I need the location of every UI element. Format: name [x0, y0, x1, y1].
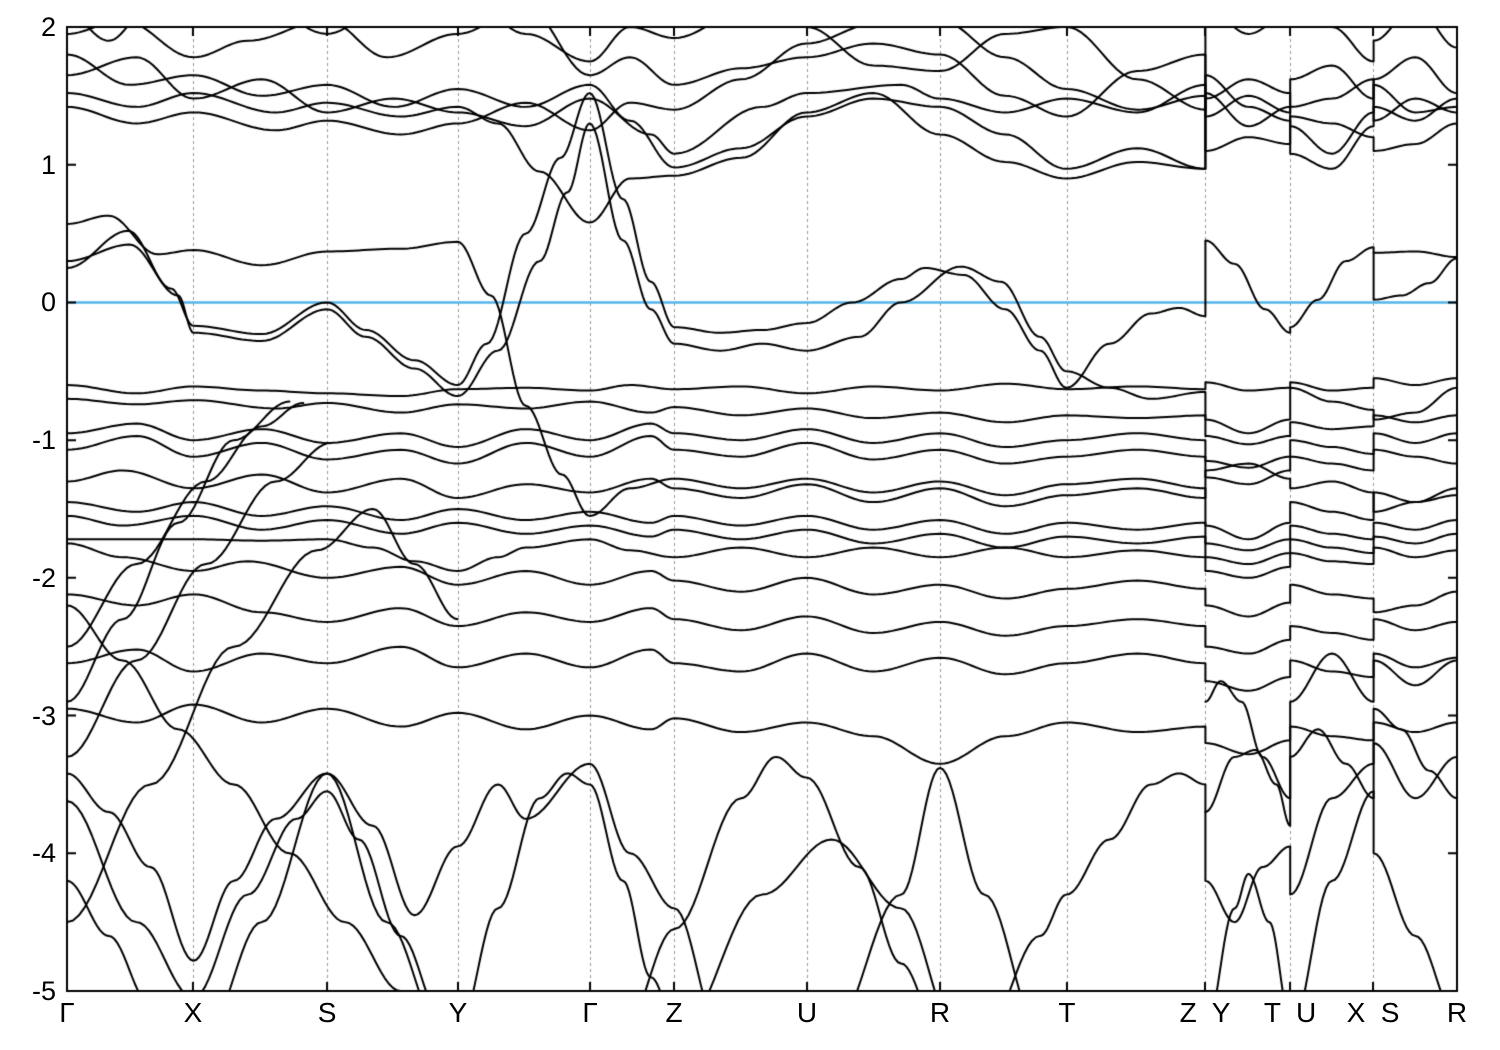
x-tick-label: R [1446, 997, 1468, 1028]
x-tick-label: X [183, 997, 203, 1028]
y-tick-label: 2 [40, 12, 56, 42]
x-tick-label: X S [1346, 997, 1400, 1028]
y-tick-label: -2 [31, 562, 56, 593]
y-tick-label: -4 [31, 838, 56, 869]
x-tick-label: Y [448, 997, 468, 1028]
y-tick-label: 1 [40, 149, 56, 180]
x-tick-label: Γ [59, 997, 75, 1028]
x-tick-label: R [929, 997, 951, 1028]
x-tick-label: U [796, 997, 818, 1028]
x-tick-label: T [1058, 997, 1076, 1028]
y-tick-label: -1 [31, 425, 56, 456]
x-tick-label: T U [1263, 997, 1317, 1028]
y-tick-label: -3 [31, 700, 56, 731]
x-tick-label: S [317, 997, 337, 1028]
y-tick-label: 0 [40, 287, 56, 318]
x-tick-label: Z [665, 997, 683, 1028]
x-tick-label: Z Y [1179, 997, 1231, 1028]
y-tick-label: -5 [31, 976, 56, 1006]
x-tick-label: Γ [582, 997, 598, 1028]
